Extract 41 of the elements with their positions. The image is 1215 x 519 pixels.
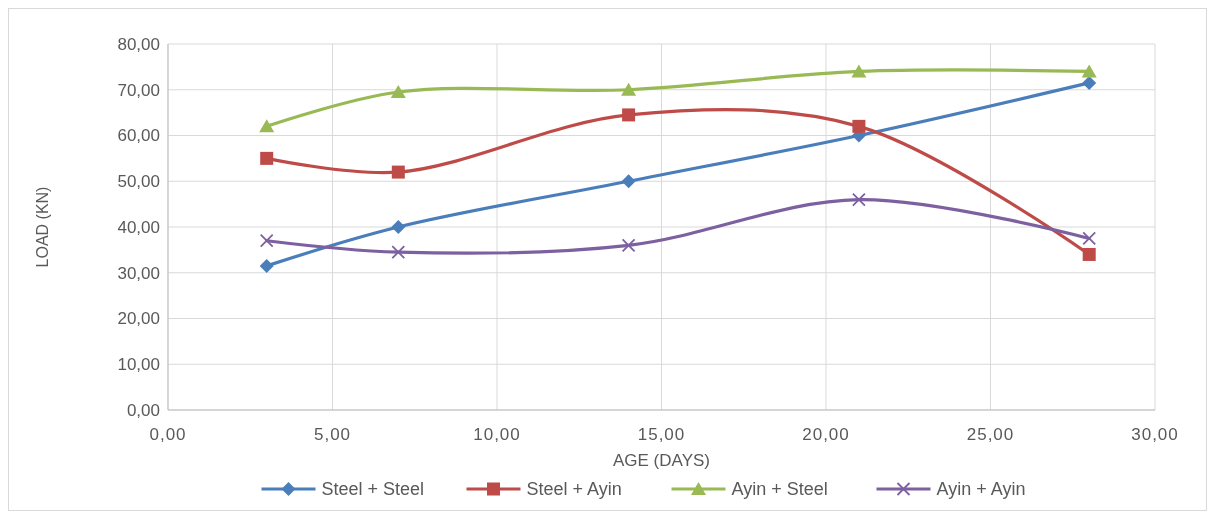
point — [851, 64, 867, 78]
y-tick-label: 0,00 — [126, 400, 160, 420]
x-tick-label: 30,00 — [1131, 425, 1179, 444]
point — [391, 220, 406, 234]
y-tick-label: 80,00 — [117, 34, 160, 54]
x-axis-title: AGE (DAYS) — [613, 451, 710, 470]
y-tick-label: 70,00 — [117, 80, 160, 100]
point — [621, 82, 637, 96]
point — [260, 151, 274, 165]
point — [852, 119, 866, 133]
x-tick-label: 25,00 — [966, 425, 1015, 444]
y-tick-label: 60,00 — [117, 126, 160, 146]
point — [390, 85, 406, 99]
y-tick-label: 10,00 — [117, 355, 160, 375]
point — [852, 192, 866, 207]
x-tick-label: 5,00 — [313, 425, 352, 444]
point — [391, 245, 406, 260]
x-tick-label: 0,00 — [149, 425, 187, 444]
legend-label: Steel + Steel — [321, 479, 425, 499]
y-tick-label: 20,00 — [117, 309, 160, 329]
point — [1081, 64, 1097, 78]
point — [1082, 75, 1097, 90]
point — [622, 108, 636, 122]
y-axis-title: LOAD (KN) — [34, 186, 51, 268]
x-tick-label: 20,00 — [802, 425, 850, 444]
point — [1082, 247, 1096, 261]
point — [391, 165, 405, 179]
y-tick-label: 40,00 — [117, 217, 160, 237]
point — [259, 233, 274, 248]
point — [621, 238, 636, 253]
point — [259, 119, 275, 133]
legend-label: Ayin + Steel — [731, 479, 828, 499]
x-tick-label: 15,00 — [637, 425, 686, 444]
y-tick-label: 50,00 — [117, 172, 160, 192]
point — [259, 258, 274, 273]
x-tick-label: 10,00 — [473, 425, 521, 444]
legend-label: Steel + Ayin — [526, 479, 622, 499]
point — [621, 174, 636, 189]
y-tick-label: 30,00 — [117, 263, 160, 283]
point — [1082, 231, 1097, 246]
legend-label: Ayin + Ayin — [936, 479, 1026, 499]
